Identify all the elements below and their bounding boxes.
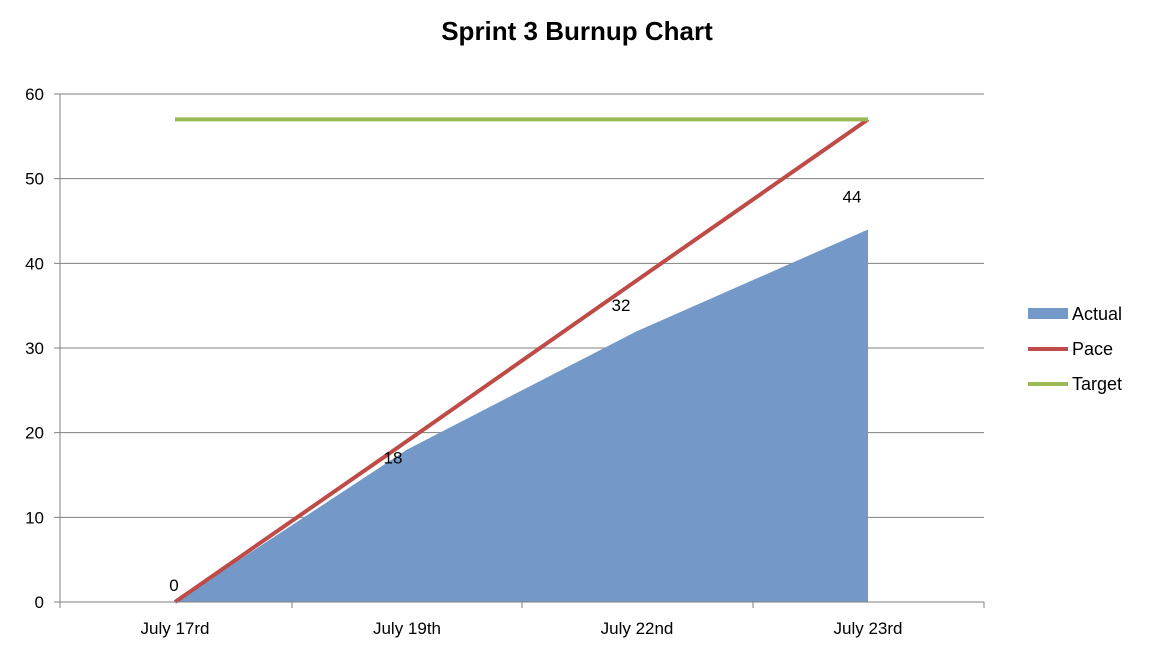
y-tick-label: 50 — [25, 170, 44, 189]
chart-title: Sprint 3 Burnup Chart — [441, 16, 713, 46]
data-label: 18 — [384, 449, 403, 468]
y-tick-label: 60 — [25, 85, 44, 104]
y-tick-label: 40 — [25, 254, 44, 273]
x-tick-label: July 19th — [373, 619, 441, 638]
y-tick-label: 0 — [35, 593, 44, 612]
legend-label-actual: Actual — [1072, 304, 1122, 324]
y-tick-label: 10 — [25, 508, 44, 527]
legend-label-pace: Pace — [1072, 339, 1113, 359]
legend-label-target: Target — [1072, 374, 1122, 394]
data-label: 32 — [612, 296, 631, 315]
y-tick-label: 30 — [25, 339, 44, 358]
y-tick-label: 20 — [25, 424, 44, 443]
x-tick-label: July 23rd — [834, 619, 903, 638]
x-tick-label: July 17rd — [141, 619, 210, 638]
actual-area — [175, 229, 868, 602]
legend: Actual Pace Target — [1028, 304, 1122, 394]
actual-area-layer — [175, 229, 868, 602]
data-label: 44 — [843, 187, 862, 206]
legend-swatch-actual — [1028, 308, 1068, 319]
data-label: 0 — [169, 576, 178, 595]
x-tick-label: July 22nd — [601, 619, 674, 638]
